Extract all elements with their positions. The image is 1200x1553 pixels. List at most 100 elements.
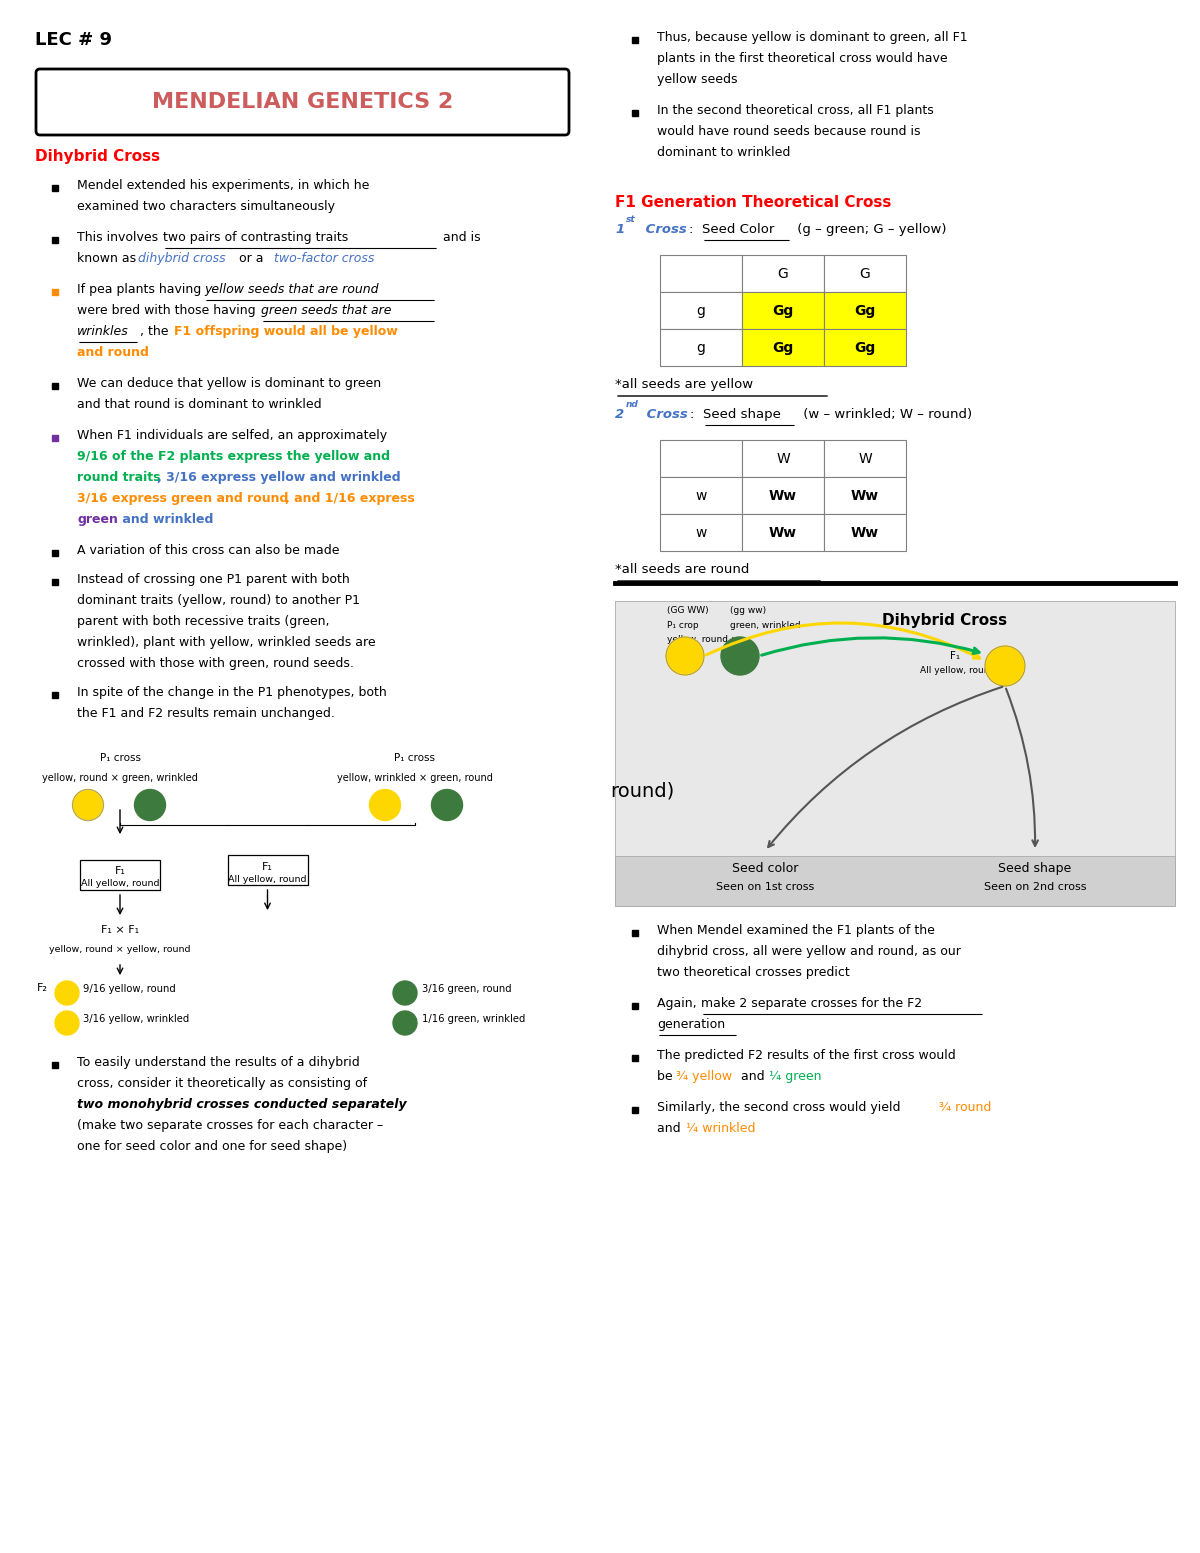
Text: Thus, because yellow is dominant to green, all F1: Thus, because yellow is dominant to gree…: [658, 31, 967, 43]
Text: In spite of the change in the P1 phenotypes, both: In spite of the change in the P1 phenoty…: [77, 686, 386, 699]
Text: (w – wrinkled; W – round): (w – wrinkled; W – round): [799, 408, 972, 421]
Text: All yellow, round: All yellow, round: [920, 666, 995, 676]
Circle shape: [432, 789, 462, 820]
Text: dominant traits (yellow, round) to another P1: dominant traits (yellow, round) to anoth…: [77, 593, 360, 607]
Text: yellow, round × yellow, round: yellow, round × yellow, round: [49, 944, 191, 954]
Text: Seed color: Seed color: [732, 862, 798, 874]
Text: make 2 separate crosses for the F2: make 2 separate crosses for the F2: [701, 997, 922, 1009]
Text: Again,: Again,: [658, 997, 701, 1009]
Bar: [660, 329, 742, 367]
Circle shape: [55, 981, 79, 1005]
Text: w: w: [695, 525, 707, 539]
Text: 1/16 green, wrinkled: 1/16 green, wrinkled: [422, 1014, 526, 1023]
Text: green: green: [77, 512, 118, 526]
Text: Ww: Ww: [851, 489, 880, 503]
Text: st: st: [625, 214, 635, 224]
Text: examined two characters simultaneously: examined two characters simultaneously: [77, 200, 335, 213]
Text: *all seeds are round: *all seeds are round: [616, 564, 749, 576]
Text: Seed shape: Seed shape: [998, 862, 1072, 874]
Text: *all seeds are yellow: *all seeds are yellow: [616, 377, 754, 391]
Bar: [660, 514, 742, 551]
Text: All yellow, round: All yellow, round: [80, 879, 160, 888]
Text: Gg: Gg: [854, 303, 876, 317]
Text: and: and: [658, 1121, 685, 1135]
Text: , the: , the: [140, 325, 173, 339]
Bar: [824, 255, 906, 292]
Bar: [742, 255, 824, 292]
Bar: [616, 601, 1175, 905]
Circle shape: [985, 646, 1025, 686]
Bar: [824, 292, 906, 329]
Text: , and 1/16 express: , and 1/16 express: [286, 492, 415, 505]
Text: F₁: F₁: [950, 651, 960, 662]
Text: dihybrid cross, all were yellow and round, as our: dihybrid cross, all were yellow and roun…: [658, 944, 961, 958]
Text: MENDELIAN GENETICS 2: MENDELIAN GENETICS 2: [152, 92, 454, 112]
Text: Gg: Gg: [773, 303, 793, 317]
Text: yellow, wrinkled × green, round: yellow, wrinkled × green, round: [337, 773, 493, 783]
Text: Gg: Gg: [773, 340, 793, 354]
Text: one for seed color and one for seed shape): one for seed color and one for seed shap…: [77, 1140, 347, 1152]
Text: and wrinkled: and wrinkled: [118, 512, 214, 526]
Bar: [616, 856, 1175, 905]
Bar: [660, 477, 742, 514]
Bar: [742, 329, 824, 367]
Text: yellow, round ×: yellow, round ×: [667, 635, 738, 644]
Circle shape: [394, 1011, 418, 1034]
Text: g: g: [696, 340, 706, 354]
Text: When F1 individuals are selfed, an approximately: When F1 individuals are selfed, an appro…: [77, 429, 388, 443]
Text: F₁ × F₁: F₁ × F₁: [101, 926, 139, 935]
Bar: [660, 255, 742, 292]
Text: be: be: [658, 1070, 677, 1082]
Text: ¼ green: ¼ green: [769, 1070, 822, 1082]
Text: nd: nd: [625, 401, 638, 408]
Text: W: W: [858, 452, 872, 466]
Text: two monohybrid crosses conducted separately: two monohybrid crosses conducted separat…: [77, 1098, 407, 1110]
Text: The predicted F2 results of the first cross would: The predicted F2 results of the first cr…: [658, 1048, 955, 1062]
Text: Gg: Gg: [854, 340, 876, 354]
Text: and round: and round: [77, 346, 149, 359]
Text: and that round is dominant to wrinkled: and that round is dominant to wrinkled: [77, 398, 322, 412]
Text: F₁: F₁: [114, 867, 126, 876]
Bar: [660, 292, 742, 329]
Text: P₁ cross: P₁ cross: [395, 753, 436, 763]
Bar: [742, 292, 824, 329]
Bar: [824, 329, 906, 367]
Text: 9/16 of the F2 plants express the yellow and: 9/16 of the F2 plants express the yellow…: [77, 450, 390, 463]
Text: g: g: [696, 303, 706, 317]
Text: and: and: [737, 1070, 769, 1082]
Text: crossed with those with green, round seeds.: crossed with those with green, round see…: [77, 657, 354, 669]
FancyBboxPatch shape: [36, 68, 569, 135]
Text: This involves: This involves: [77, 231, 162, 244]
Text: round traits: round traits: [77, 471, 161, 485]
Text: (GG WW): (GG WW): [667, 606, 709, 615]
Text: Ww: Ww: [769, 489, 797, 503]
Bar: [824, 439, 906, 477]
Text: Dihybrid Cross: Dihybrid Cross: [882, 613, 1008, 627]
Text: two pairs of contrasting traits: two pairs of contrasting traits: [163, 231, 348, 244]
Text: 3/16 express green and round: 3/16 express green and round: [77, 492, 288, 505]
Text: F₂: F₂: [37, 983, 48, 992]
Circle shape: [55, 1011, 79, 1034]
Text: yellow seeds that are round: yellow seeds that are round: [204, 283, 378, 297]
Text: ¾ round: ¾ round: [940, 1101, 991, 1114]
Text: P₁ crop: P₁ crop: [667, 621, 698, 631]
Bar: [742, 514, 824, 551]
Text: 1: 1: [616, 224, 624, 236]
Circle shape: [666, 637, 704, 676]
Text: dihybrid cross: dihybrid cross: [138, 252, 226, 266]
Text: parent with both recessive traits (green,: parent with both recessive traits (green…: [77, 615, 330, 627]
Text: dominant to wrinkled: dominant to wrinkled: [658, 146, 791, 158]
Text: plants in the first theoretical cross would have: plants in the first theoretical cross wo…: [658, 51, 948, 65]
Text: Seed shape: Seed shape: [703, 408, 781, 421]
Bar: [660, 439, 742, 477]
Text: Mendel extended his experiments, in which he: Mendel extended his experiments, in whic…: [77, 179, 370, 193]
Bar: [742, 477, 824, 514]
Text: 9/16 yellow, round: 9/16 yellow, round: [83, 985, 175, 994]
Text: If pea plants having: If pea plants having: [77, 283, 205, 297]
Text: (g – green; G – yellow): (g – green; G – yellow): [793, 224, 947, 236]
Bar: [824, 514, 906, 551]
Text: When Mendel examined the F1 plants of the: When Mendel examined the F1 plants of th…: [658, 924, 935, 936]
Text: All yellow, round: All yellow, round: [228, 874, 307, 884]
Text: cross, consider it theoretically as consisting of: cross, consider it theoretically as cons…: [77, 1076, 367, 1090]
Text: were bred with those having: were bred with those having: [77, 304, 259, 317]
